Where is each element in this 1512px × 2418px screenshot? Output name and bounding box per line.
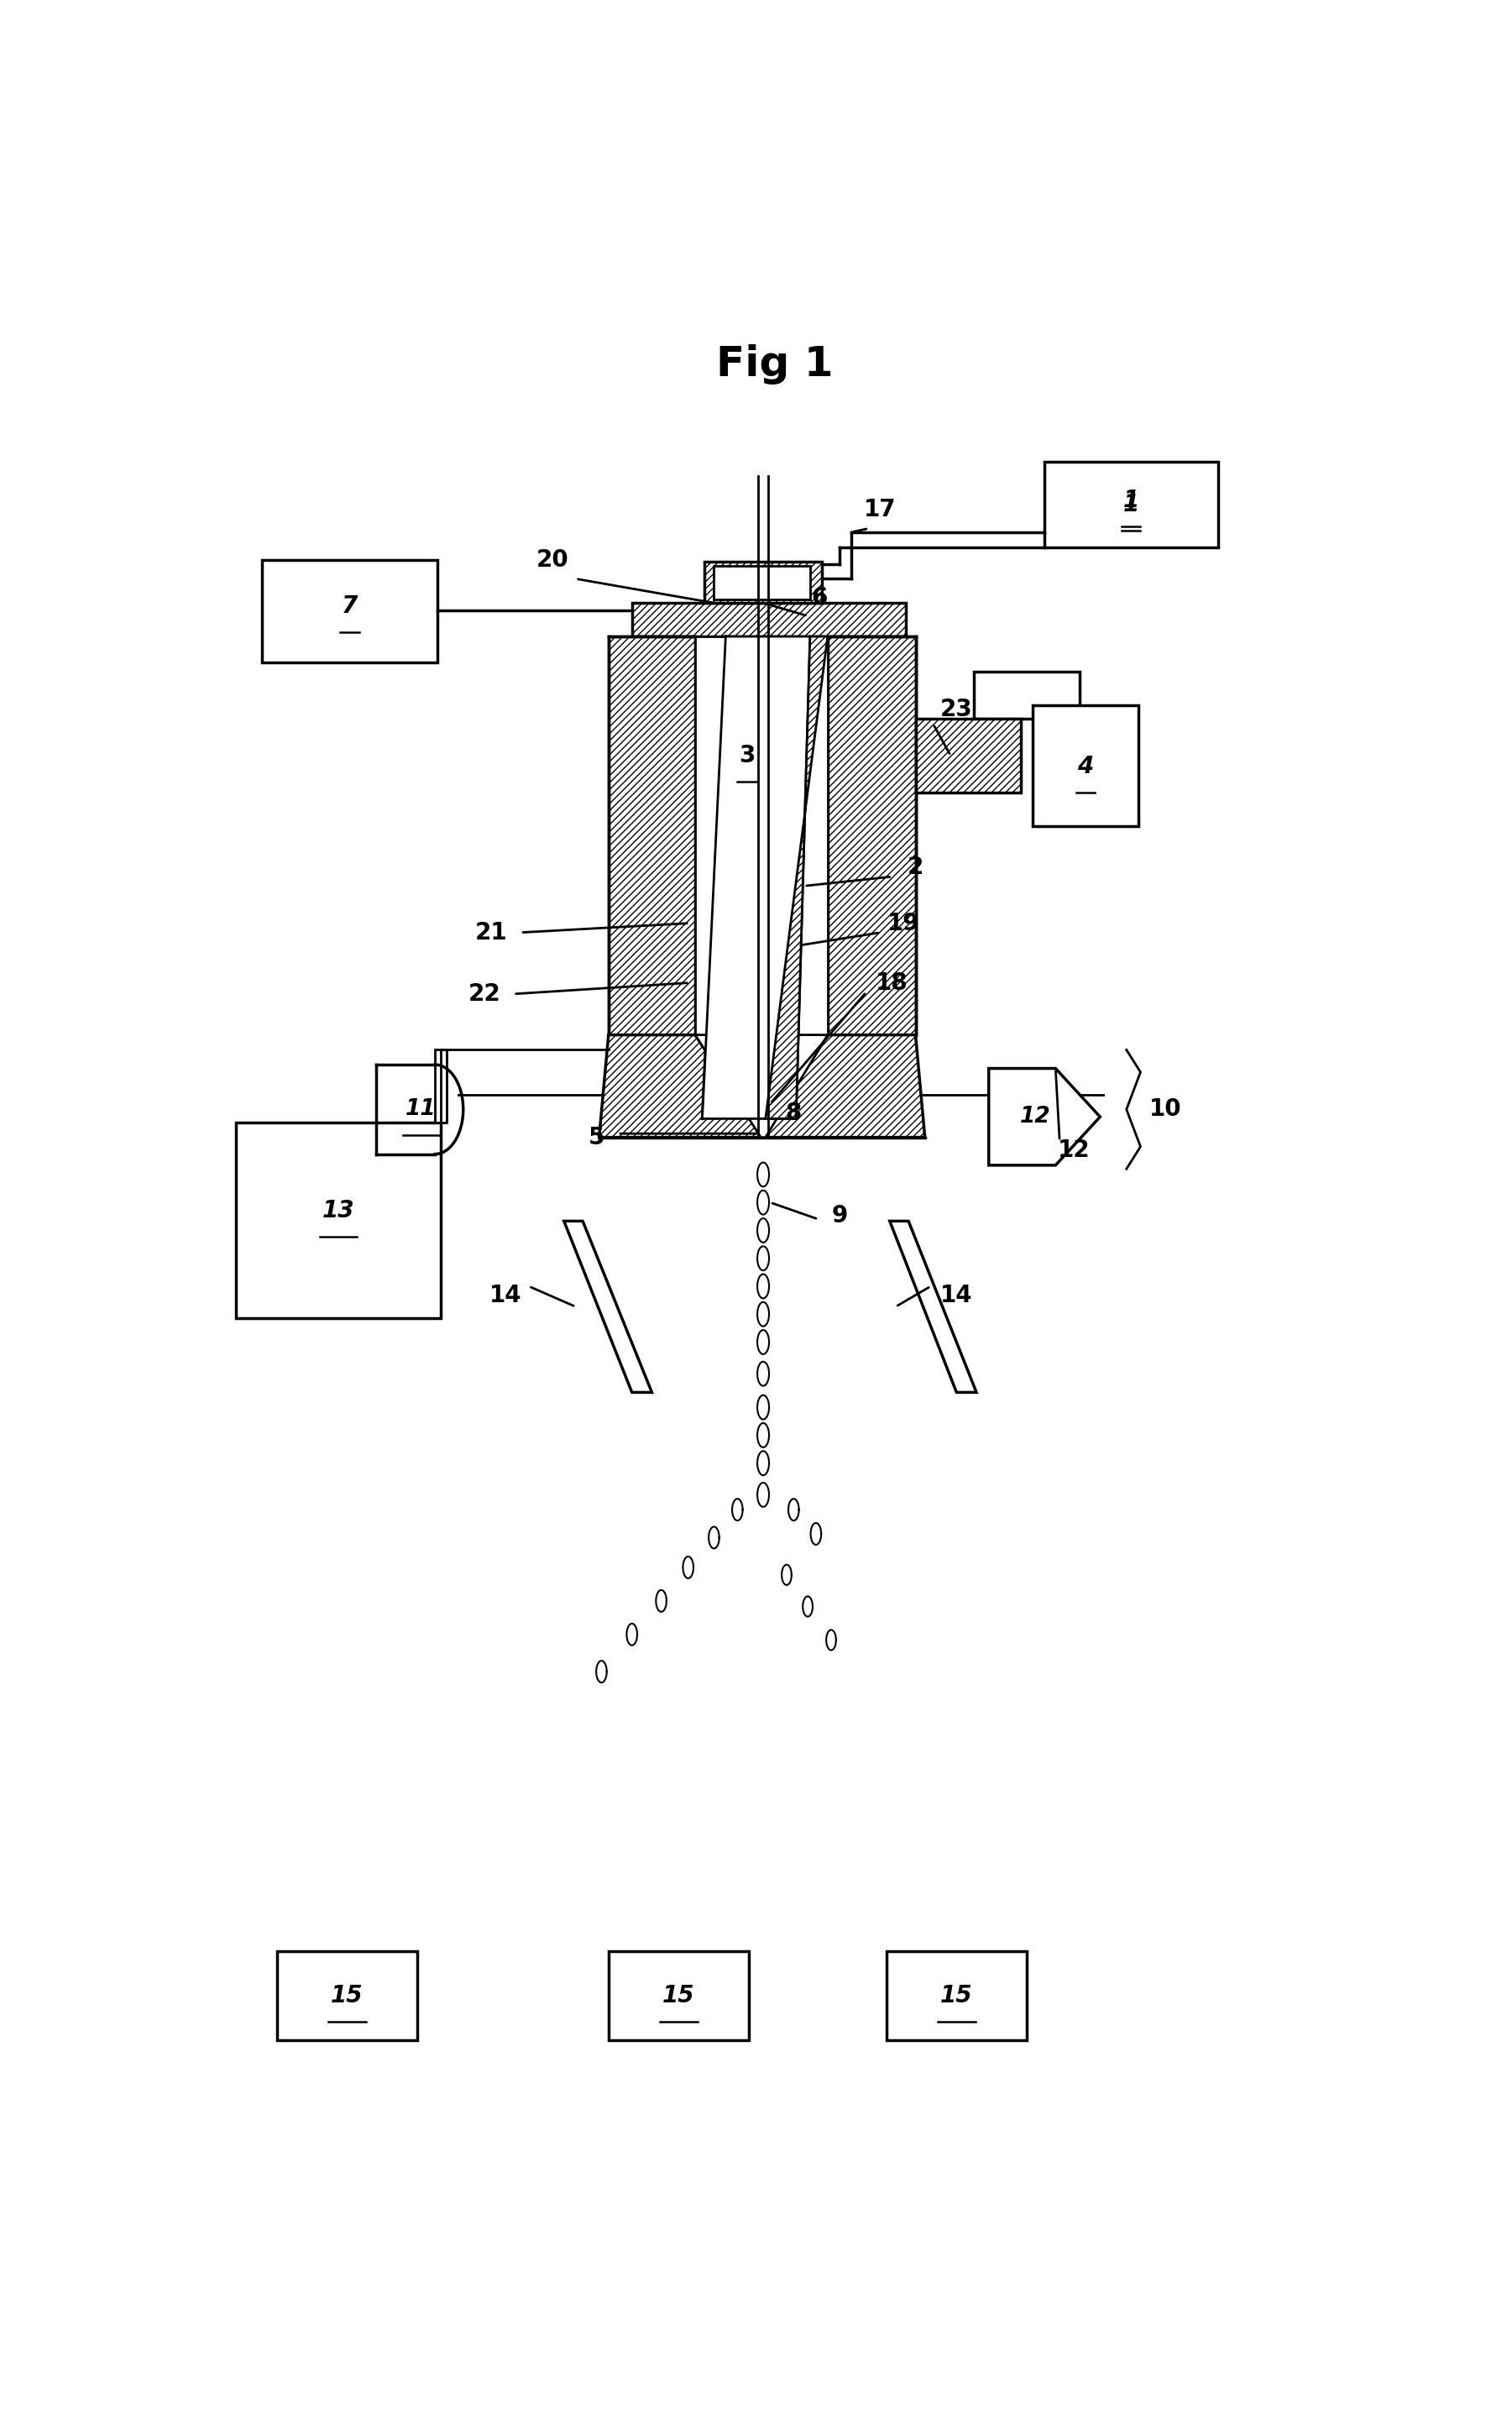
Polygon shape (702, 636, 810, 1120)
Text: 15: 15 (662, 1983, 696, 2007)
Text: 1: 1 (1123, 488, 1139, 513)
Bar (916, 718, 1021, 793)
Bar (974, 672, 1080, 718)
Text: 10: 10 (1149, 1098, 1181, 1122)
Bar (1045, 462, 1217, 546)
Polygon shape (564, 1221, 652, 1393)
Bar (705, 561, 823, 602)
Text: 4: 4 (1078, 754, 1093, 779)
Bar (608, 636, 696, 1035)
Text: 11: 11 (405, 1098, 437, 1120)
Text: 15: 15 (331, 1983, 363, 2007)
Bar (608, 1951, 748, 2041)
Text: 8: 8 (786, 1100, 801, 1124)
Polygon shape (765, 636, 827, 1120)
Text: 19: 19 (888, 912, 919, 936)
Text: 15: 15 (940, 1983, 972, 2007)
Polygon shape (989, 1069, 1101, 1165)
Text: 14: 14 (940, 1284, 972, 1308)
Bar (277, 1951, 417, 2041)
Bar (435, 1049, 448, 1122)
Text: 18: 18 (875, 972, 909, 994)
Bar (1033, 706, 1139, 827)
Text: 1: 1 (1123, 493, 1139, 515)
Text: 9: 9 (832, 1204, 847, 1228)
Text: 13: 13 (322, 1199, 355, 1221)
Text: 23: 23 (940, 696, 972, 721)
Text: Fig 1: Fig 1 (717, 343, 833, 384)
Bar (236, 1122, 442, 1318)
Bar (696, 636, 827, 1035)
Text: 2: 2 (907, 856, 924, 880)
Polygon shape (599, 1035, 764, 1136)
Text: 14: 14 (490, 1284, 522, 1308)
Text: 17: 17 (865, 498, 897, 522)
Bar (632, 602, 906, 636)
Text: 12: 12 (1057, 1139, 1090, 1163)
Text: 22: 22 (469, 982, 500, 1006)
Text: 7: 7 (342, 595, 358, 619)
Text: 3: 3 (739, 745, 754, 767)
Text: 6: 6 (812, 585, 827, 609)
Polygon shape (889, 1221, 977, 1393)
Text: 5: 5 (588, 1124, 605, 1149)
Bar (827, 636, 916, 1035)
Polygon shape (764, 1035, 925, 1136)
Polygon shape (696, 1035, 827, 1136)
Bar (262, 561, 437, 663)
Bar (714, 566, 810, 600)
Text: 20: 20 (535, 549, 569, 573)
Text: 21: 21 (475, 921, 508, 945)
Bar (886, 1951, 1027, 2041)
Text: 12: 12 (1019, 1105, 1051, 1127)
